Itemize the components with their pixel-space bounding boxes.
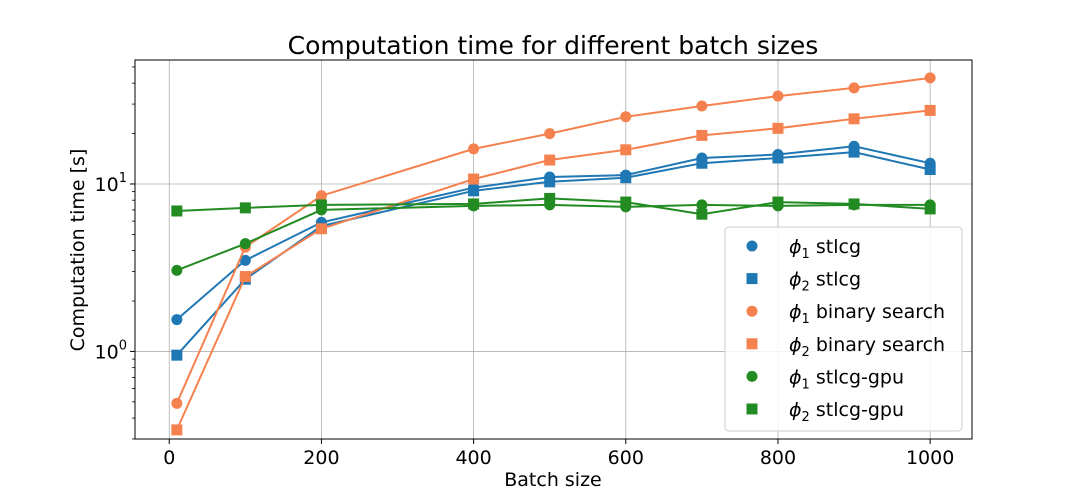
data-point (620, 172, 632, 184)
y-tick-label: 101 (95, 171, 127, 196)
data-point (620, 144, 632, 156)
data-point (772, 122, 784, 134)
data-point (696, 199, 708, 211)
legend-label: ϕ2 binary search (789, 334, 945, 360)
data-point (468, 173, 480, 185)
series-group (171, 72, 936, 436)
legend-marker (746, 370, 758, 382)
legend-label: ϕ1 stlcg-gpu (789, 366, 904, 392)
legend-label: ϕ1 binary search (789, 301, 945, 327)
series-3 (171, 72, 936, 409)
legend-marker (746, 240, 758, 252)
legend-label: ϕ1 stlcg (789, 236, 861, 262)
legend-item: ϕ2 stlcg-gpu (746, 399, 904, 425)
data-point (171, 264, 183, 276)
data-point (848, 146, 860, 158)
data-point (620, 111, 632, 123)
data-point (544, 154, 556, 166)
data-point (315, 199, 327, 211)
data-point (171, 205, 183, 217)
series-1 (171, 140, 936, 326)
legend-item: ϕ1 binary search (746, 301, 945, 327)
chart-title: Computation time for different batch siz… (288, 31, 819, 60)
legend-item: ϕ1 stlcg-gpu (746, 366, 904, 392)
data-point (315, 190, 327, 202)
legend-item: ϕ2 binary search (746, 334, 945, 360)
data-point (544, 192, 556, 204)
x-tick-label: 400 (455, 447, 491, 469)
data-point (620, 196, 632, 208)
legend-marker (746, 403, 758, 415)
legend-item: ϕ2 stlcg (746, 269, 861, 295)
legend-label: ϕ2 stlcg-gpu (789, 399, 904, 425)
data-point (696, 100, 708, 112)
data-point (924, 72, 936, 84)
y-tick-label: 100 (95, 338, 127, 363)
x-axis: 0 200 400 600 800 1000 (163, 439, 954, 469)
x-tick-label: 0 (163, 447, 175, 469)
plot-frame (134, 59, 973, 440)
legend-label: ϕ2 stlcg (789, 269, 861, 295)
data-point (924, 164, 936, 176)
data-point (772, 152, 784, 164)
data-point (544, 128, 556, 140)
data-point (848, 113, 860, 125)
data-point (315, 223, 327, 235)
data-point (468, 198, 480, 210)
data-point (544, 176, 556, 188)
legend-marker (746, 273, 758, 285)
series-line (175, 76, 931, 404)
data-point (468, 143, 480, 155)
y-axis: 100 101 (95, 66, 135, 440)
data-point (468, 185, 480, 197)
data-point (848, 198, 860, 210)
x-tick-label: 800 (760, 447, 796, 469)
series-line (176, 197, 931, 216)
data-point (239, 271, 251, 283)
x-tick-label: 200 (303, 447, 339, 469)
series-line (176, 203, 931, 272)
data-point (171, 397, 183, 409)
data-point (924, 104, 936, 116)
data-point (848, 82, 860, 94)
series-line (175, 109, 931, 431)
x-tick-label: 1000 (906, 447, 954, 469)
data-point (171, 314, 183, 326)
legend-marker (746, 338, 758, 350)
legend-item: ϕ1 stlcg (746, 236, 861, 262)
data-point (772, 196, 784, 208)
x-tick-label: 600 (608, 447, 644, 469)
data-point (696, 157, 708, 169)
x-axis-label: Batch size (504, 469, 602, 491)
legend: ϕ1 stlcg ϕ2 stlcg ϕ1 binary search ϕ2 binar… (724, 226, 963, 432)
data-point (924, 203, 936, 215)
data-point (239, 254, 251, 266)
legend-box (724, 226, 963, 432)
data-point (239, 238, 251, 250)
data-point (772, 90, 784, 102)
series-line (176, 145, 931, 321)
data-point (239, 202, 251, 214)
y-axis-label: Computation time [s] (67, 149, 89, 352)
series-4 (171, 104, 936, 436)
series-6 (171, 192, 936, 220)
legend-marker (746, 305, 758, 317)
data-point (171, 424, 183, 436)
data-point (696, 129, 708, 141)
data-point (696, 208, 708, 220)
data-point (171, 349, 183, 361)
